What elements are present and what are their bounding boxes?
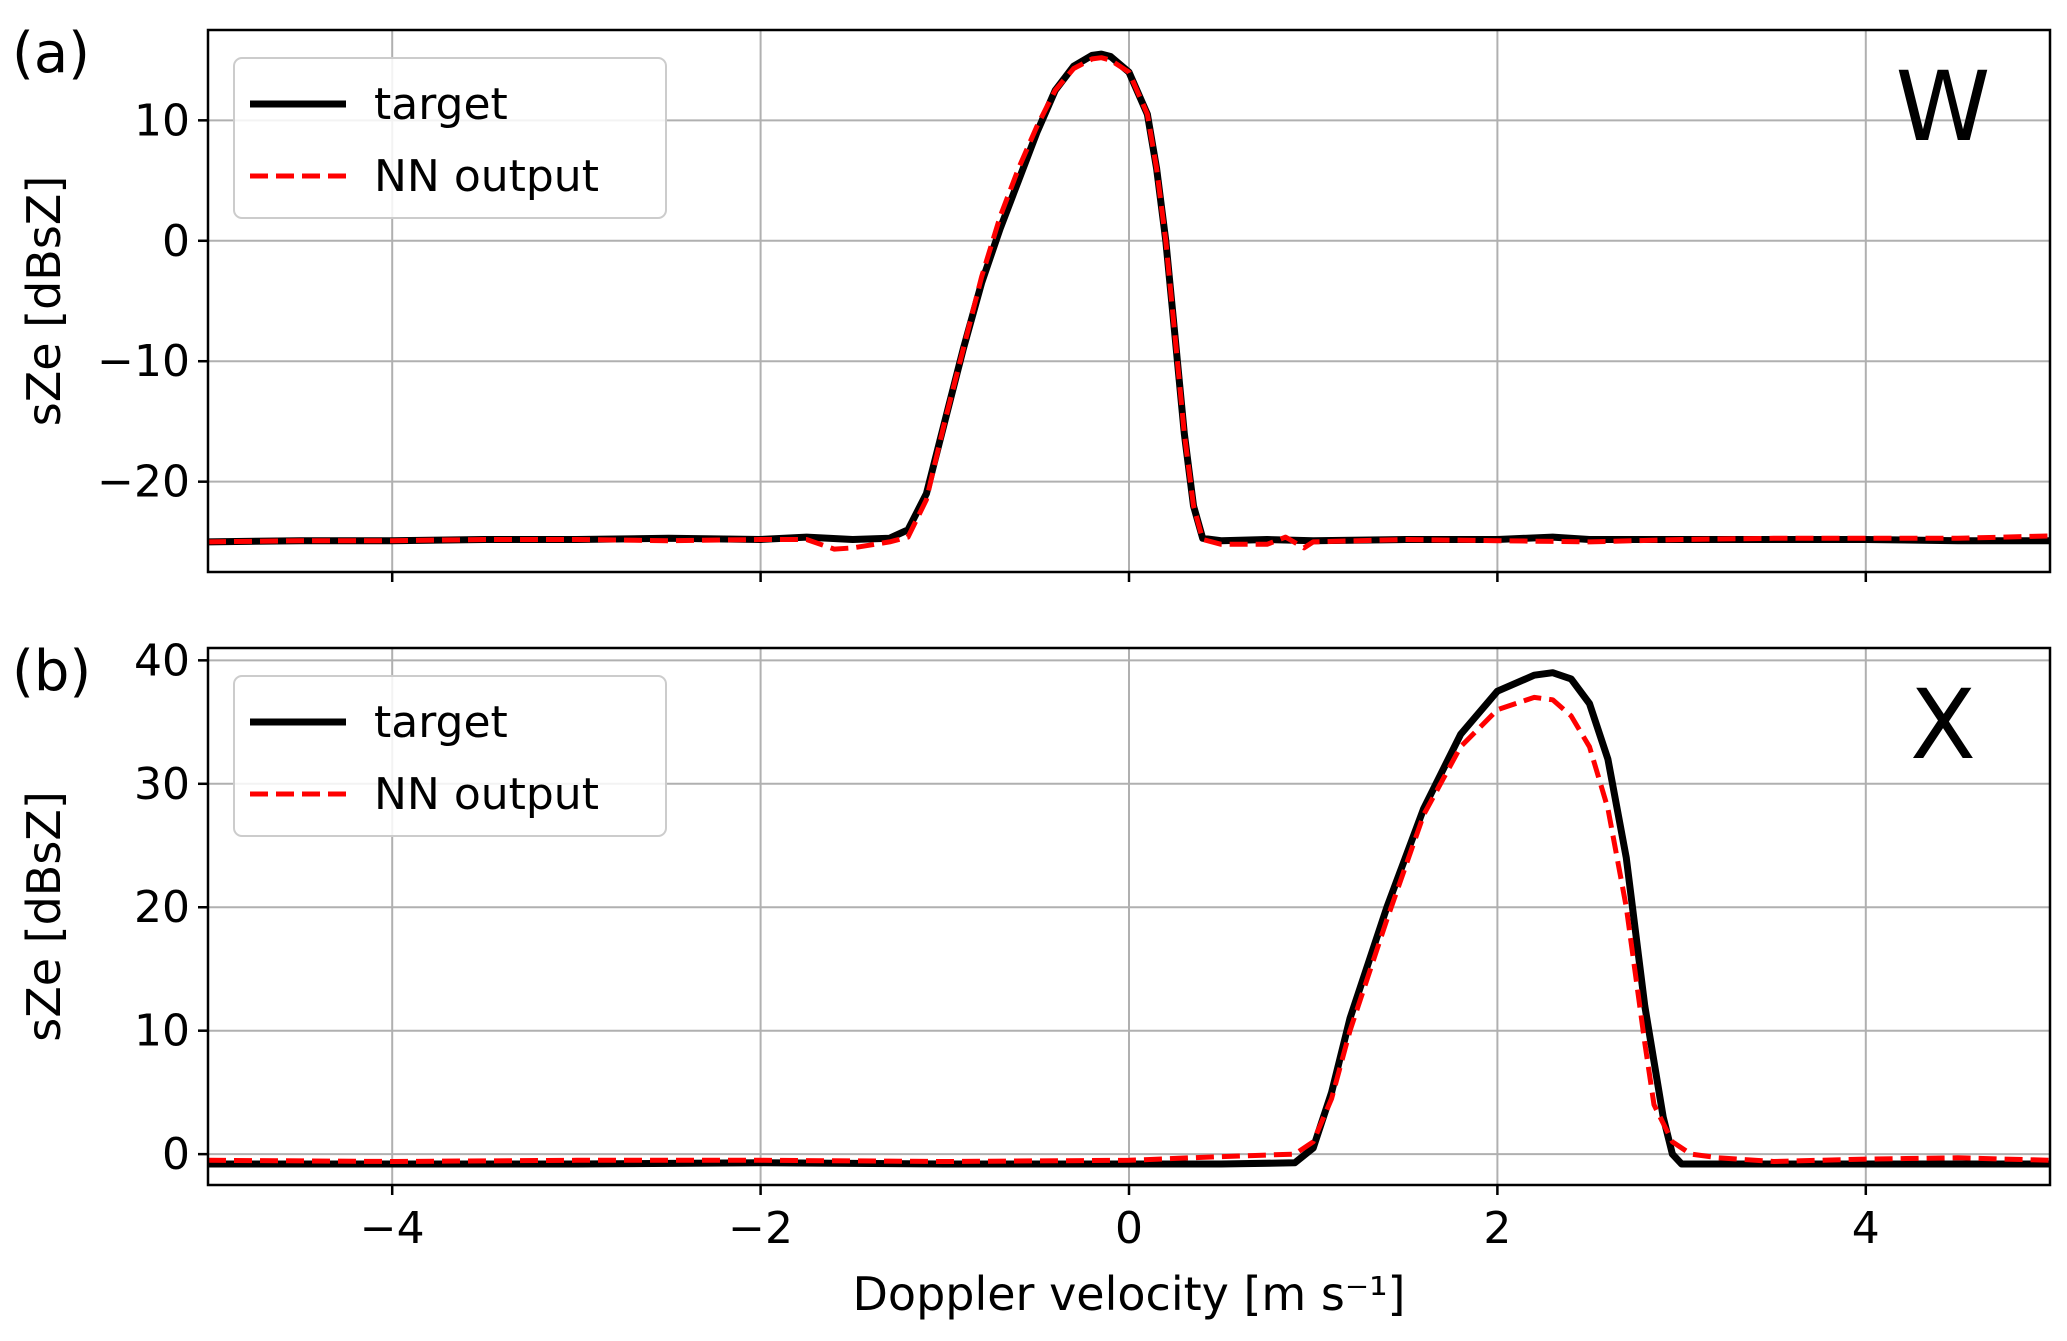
y-tick-label: 0 — [162, 216, 190, 267]
series-line-nn-output — [208, 694, 2050, 1164]
x-tick-label: −2 — [728, 1203, 793, 1254]
series-line-target — [208, 669, 2050, 1168]
y-tick-label: 10 — [134, 1006, 190, 1057]
y-tick-label: 20 — [134, 882, 190, 933]
y-tick-label: 30 — [134, 759, 190, 810]
x-tick-label: 0 — [1115, 1203, 1143, 1254]
y-tick-label: −10 — [97, 336, 190, 387]
legend-entry: NN output — [374, 769, 599, 820]
band-label: X — [1910, 669, 1976, 781]
x-tick-label: 4 — [1852, 1203, 1880, 1254]
panel-label: (b) — [12, 639, 91, 704]
legend-entry: target — [374, 79, 508, 130]
series-line-nn-output — [208, 55, 2050, 552]
legend: target NN output — [233, 675, 667, 837]
x-tick-label: 2 — [1483, 1203, 1511, 1254]
band-label: W — [1896, 51, 1991, 163]
y-axis-label: sZe [dBsZ] — [17, 176, 71, 427]
panel-label: (a) — [12, 21, 90, 86]
legend: target NN output — [233, 57, 667, 219]
y-tick-label: 10 — [134, 95, 190, 146]
legend-entry: NN output — [374, 151, 599, 202]
panel-b: 0 10 20 30 40 −4 −2 0 2 4 sZe [dBsZ] Doppler veloci… — [12, 635, 2052, 1321]
x-tick-label: −4 — [360, 1203, 425, 1254]
legend-entry: target — [374, 697, 508, 748]
y-tick-label: 40 — [134, 635, 190, 686]
y-tick-label: 0 — [162, 1129, 190, 1180]
y-tick-label: −20 — [97, 457, 190, 508]
x-axis-label: Doppler velocity [m s⁻¹] — [853, 1267, 1406, 1321]
y-axis-label: sZe [dBsZ] — [17, 791, 71, 1042]
